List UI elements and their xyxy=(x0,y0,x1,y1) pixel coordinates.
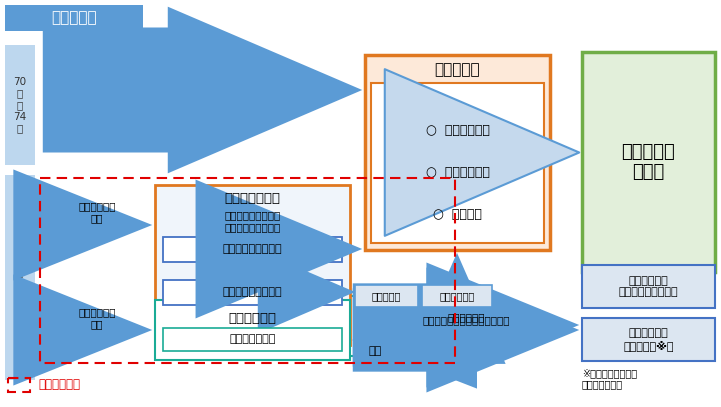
Text: 運転免許証を
更新せず（※）: 運転免許証を 更新せず（※） xyxy=(623,328,673,351)
Text: 認知症のおそれなし: 認知症のおそれなし xyxy=(223,244,283,254)
Bar xyxy=(163,328,342,351)
Bar xyxy=(422,285,492,307)
Text: 更新期間満了までに合格しない: 更新期間満了までに合格しない xyxy=(423,315,510,325)
Text: 認知症のおそれあり: 認知症のおそれあり xyxy=(223,287,283,297)
Text: 一定の違反歴
なし: 一定の違反歴 なし xyxy=(79,201,116,223)
Bar xyxy=(8,378,30,392)
Text: 運転技能検査: 運転技能検査 xyxy=(229,311,276,324)
Bar xyxy=(40,178,455,363)
Bar xyxy=(582,318,715,361)
Text: 改正の概要: 改正の概要 xyxy=(51,11,97,26)
Text: 認知症による
運転免許の取消し等: 認知症による 運転免許の取消し等 xyxy=(619,276,678,297)
Bar xyxy=(355,285,418,307)
Bar xyxy=(159,296,354,356)
Bar xyxy=(582,52,715,272)
Bar xyxy=(155,185,350,345)
Bar xyxy=(5,45,35,165)
Text: 一定の違反歴
あり: 一定の違反歴 あり xyxy=(79,307,116,329)
Text: 高齢者講習: 高齢者講習 xyxy=(435,63,480,77)
Text: 新認知機能検査: 新認知機能検査 xyxy=(224,192,280,204)
Text: 75
歳
以
上: 75 歳 以 上 xyxy=(14,256,27,300)
Bar xyxy=(5,5,143,31)
Text: の部分を新設: の部分を新設 xyxy=(38,379,80,392)
Text: ○  実車指導: ○ 実車指導 xyxy=(433,208,482,221)
Text: ※原付・小特免許は
希望により継続: ※原付・小特免許は 希望により継続 xyxy=(582,368,637,389)
Bar xyxy=(163,292,358,352)
Text: 70
歳
〜
74
歳: 70 歳 〜 74 歳 xyxy=(14,77,27,133)
Bar xyxy=(163,237,342,262)
Text: 繰り返し受験可: 繰り返し受験可 xyxy=(229,334,275,344)
Text: ○  運転適性検査: ○ 運転適性検査 xyxy=(425,166,490,179)
Text: 認知症である: 認知症である xyxy=(447,312,485,322)
Bar xyxy=(365,55,550,250)
Text: 認知症でない: 認知症でない xyxy=(439,291,474,301)
Text: 医師の診断: 医師の診断 xyxy=(372,291,401,301)
Text: 運転免許証
の更新: 運転免許証 の更新 xyxy=(622,142,676,182)
Text: （認知症のおそれの
有無のみ判定予定）: （認知症のおそれの 有無のみ判定予定） xyxy=(224,210,280,232)
Bar xyxy=(155,300,350,360)
Bar xyxy=(371,83,544,243)
Bar xyxy=(582,265,715,308)
Text: ○  講義（座学）: ○ 講義（座学） xyxy=(425,123,490,136)
Text: 合格: 合格 xyxy=(368,346,381,356)
Bar xyxy=(5,175,35,380)
Bar xyxy=(163,280,342,305)
